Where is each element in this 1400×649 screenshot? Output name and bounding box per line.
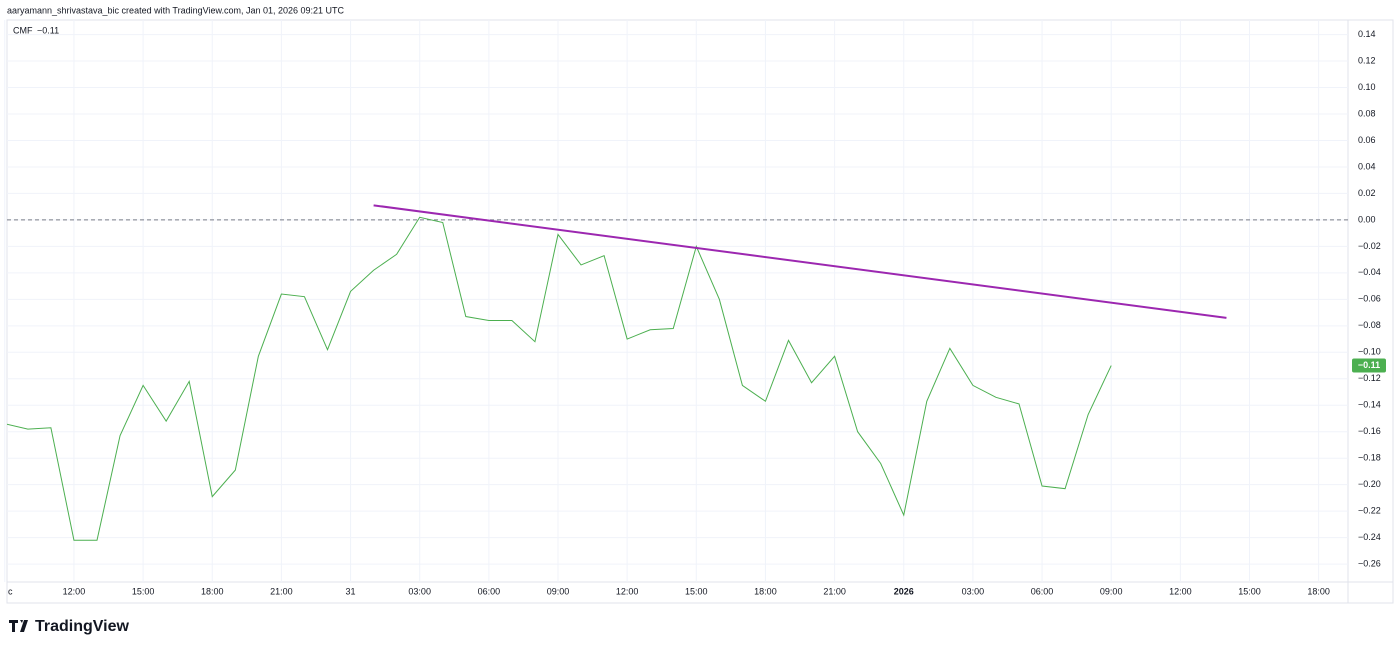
x-tick-label: 21:00 [270, 586, 293, 596]
x-tick-label: 2026 [894, 586, 914, 596]
x-tick-label: c [8, 586, 13, 596]
x-tick-label: 06:00 [478, 586, 501, 596]
x-tick-label: 18:00 [1307, 586, 1330, 596]
y-tick-label: −0.04 [1358, 267, 1381, 277]
y-tick-label: −0.10 [1358, 347, 1381, 357]
x-tick-label: 09:00 [1100, 586, 1123, 596]
y-tick-label: −0.22 [1358, 506, 1381, 516]
labels: 0.14 0.12 0.10 0.08 0.06 0.04 0.02 0.00 −0.02 −0.… [8, 25, 1386, 596]
y-tick-label: −0.20 [1358, 479, 1381, 489]
y-tick-label: −0.16 [1358, 426, 1381, 436]
y-tick-label: −0.02 [1358, 241, 1381, 251]
x-tick-label: 15:00 [1238, 586, 1261, 596]
y-tick-label: −0.24 [1358, 532, 1381, 542]
x-tick-label: 15:00 [132, 586, 155, 596]
plot [7, 204, 1348, 541]
x-tick-label: 09:00 [547, 586, 570, 596]
y-tick-label: −0.18 [1358, 453, 1381, 463]
y-tick-label: 0.08 [1358, 108, 1376, 118]
y-tick-label: 0.04 [1358, 161, 1376, 171]
y-tick-label: 0.00 [1358, 214, 1376, 224]
x-tick-label: 12:00 [616, 586, 639, 596]
cmf-line [7, 216, 1112, 541]
x-tick-label: 18:00 [201, 586, 224, 596]
last-value-box [1352, 358, 1386, 373]
brand-logo [9, 620, 28, 632]
header-text: aaryamann_shrivastava_bic created with T… [7, 5, 345, 15]
y-tick-label: 0.06 [1358, 135, 1376, 145]
last-value-label: −0.11 [1358, 360, 1380, 370]
y-tick-label: −0.08 [1358, 320, 1381, 330]
x-tick-label: 15:00 [685, 586, 708, 596]
brand: TradingView [9, 618, 130, 635]
x-tick-label: 31 [346, 586, 356, 596]
y-tick-label: −0.14 [1358, 400, 1381, 410]
x-tick-label: 12:00 [63, 586, 86, 596]
x-tick-label: 03:00 [408, 586, 431, 596]
legend-name: CMF [13, 25, 33, 35]
y-tick-label: 0.12 [1358, 55, 1376, 65]
y-tick-label: 0.02 [1358, 188, 1376, 198]
x-tick-label: 18:00 [754, 586, 777, 596]
legend-value: −0.11 [37, 25, 59, 35]
y-tick-label: −0.06 [1358, 294, 1381, 304]
x-tick-label: 06:00 [1031, 586, 1054, 596]
y-tick-label: −0.12 [1358, 373, 1381, 383]
grid [4, 20, 1348, 582]
y-tick-label: 0.14 [1358, 29, 1376, 39]
brand-text: TradingView [35, 618, 130, 635]
x-tick-label: 21:00 [823, 586, 846, 596]
y-tick-label: 0.10 [1358, 82, 1376, 92]
trendline [373, 204, 1227, 319]
y-tick-label: −0.26 [1358, 558, 1381, 568]
x-tick-label: 12:00 [1169, 586, 1192, 596]
x-tick-label: 03:00 [962, 586, 985, 596]
chart-frame [6, 19, 1394, 604]
